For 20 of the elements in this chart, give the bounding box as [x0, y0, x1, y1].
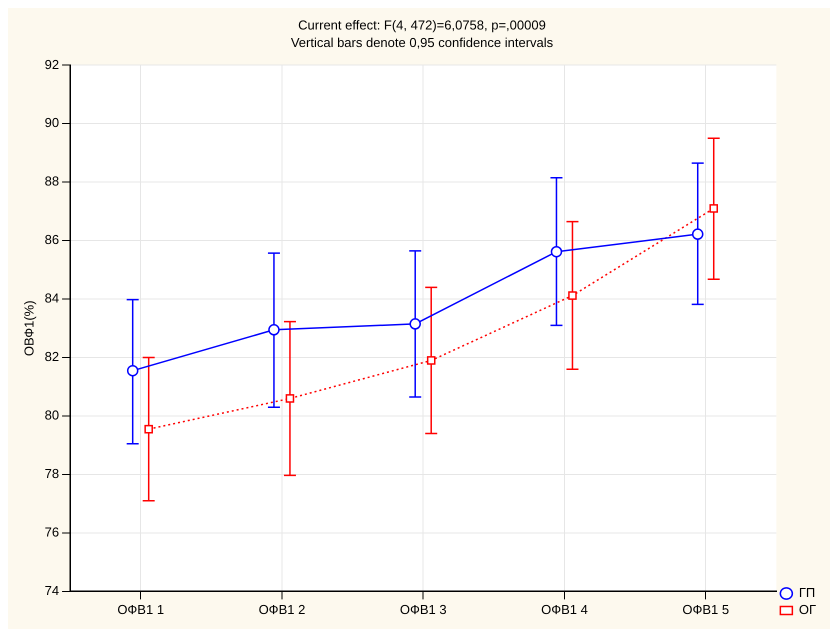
y-tick-label: 78: [44, 466, 60, 482]
legend-label: ОГ: [798, 602, 816, 618]
chart-title: Current effect: F(4, 472)=6,0758, p=,00009: [298, 17, 546, 32]
legend-label: ГП: [798, 585, 816, 600]
y-tick-label: 88: [44, 174, 60, 189]
y-tick-label: 84: [44, 290, 60, 306]
x-tick-label: ОФВ1 3: [400, 602, 447, 617]
y-tick-label: 90: [44, 115, 60, 130]
y-tick-label: 80: [44, 408, 60, 423]
y-tick-label: 86: [44, 232, 60, 248]
x-tick-label: ОФВ1 2: [258, 602, 306, 617]
x-tick-label: ОФВ1 4: [541, 602, 588, 617]
y-tick-label: 92: [44, 56, 60, 72]
x-tick-label: ОФВ1 1: [117, 602, 164, 617]
y-tick-label: 76: [44, 524, 60, 540]
y-axis-title: ОВФ1(%): [21, 300, 36, 356]
y-tick-label: 82: [44, 349, 60, 364]
y-tick-label: 74: [44, 582, 60, 598]
chart-subtitle: Vertical bars denote 0,95 confidence intervals: [290, 34, 554, 50]
x-tick-label: ОФВ1 5: [682, 602, 730, 617]
